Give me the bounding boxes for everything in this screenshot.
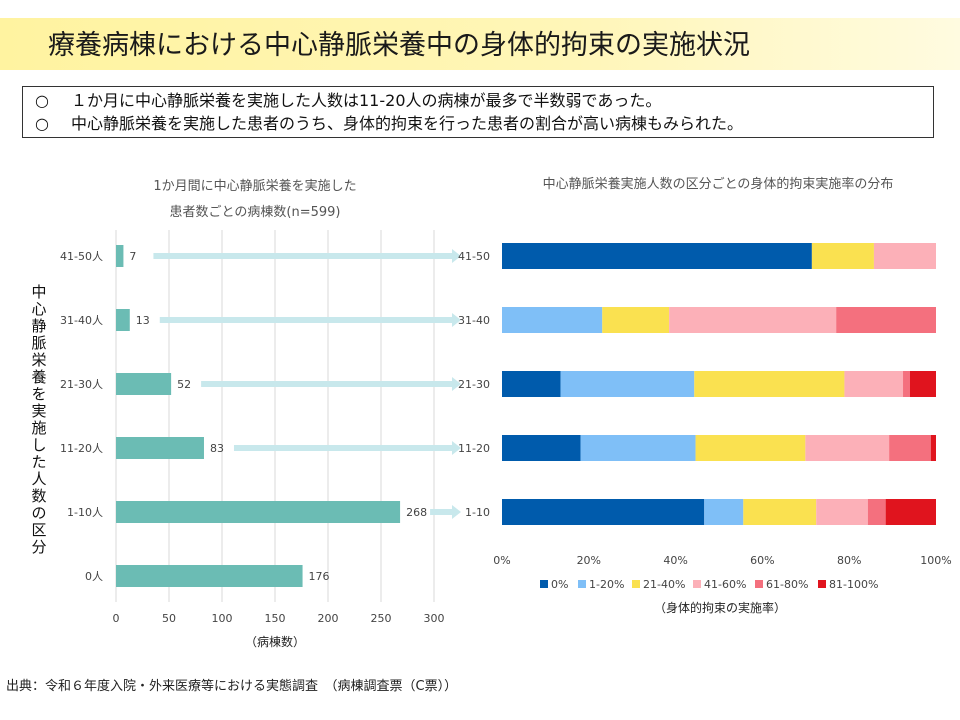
left-x-tick-0: 0 [113,612,120,625]
left-category-label-5: 1-10人 [67,506,103,519]
left-x-tick-6: 300 [424,612,445,625]
right-bar-2-seg-3 [602,307,670,333]
left-category-label-2: 31-40人 [60,314,103,327]
left-x-axis-label: （病棟数） [245,634,305,649]
left-x-tick-1: 50 [162,612,176,625]
left-bar-4 [116,437,204,459]
left-x-tick-5: 250 [371,612,392,625]
summary-text-1: １か月に中心静脈栄養を実施した人数は11-20人の病棟が最多で半数弱であった。 [71,91,662,110]
right-bar-2-seg-2 [502,307,603,333]
left-bar-value-3: 52 [177,378,191,391]
legend-swatch-2 [578,580,586,588]
connector-arrowhead-5 [452,505,461,519]
summary-line-2: ○ 中心静脈栄養を実施した患者のうち、身体的拘束を行った患者の割合が高い病棟もみら… [35,113,743,135]
right-bar-4-seg-2 [580,435,696,461]
right-x-axis-label: （身体的拘束の実施率） [654,600,786,615]
right-bar-3-seg-6 [909,371,936,397]
right-x-tick-1: 20% [577,554,601,567]
left-x-tick-2: 100 [212,612,233,625]
right-bar-3-seg-1 [502,371,561,397]
connector-arrowhead-1 [452,249,461,263]
y-axis-label: 中心静脈栄養を実施した人数の区分 [31,283,47,556]
connector-arrowhead-4 [452,441,461,455]
right-bar-4-seg-6 [930,435,936,461]
source-note: 出典：令和６年度入院・外来医療等における実態調査 （病棟調査票（C票）） [6,679,458,694]
left-bar-value-2: 13 [136,314,150,327]
right-x-tick-3: 60% [750,554,774,567]
legend-label-2: 1-20% [589,578,624,591]
legend-swatch-3 [632,580,640,588]
page-title: 療養病棟における中心静脈栄養中の身体的拘束の実施状況 [48,30,750,61]
right-bar-5-seg-6 [885,499,936,525]
summary-bullet-1: ○ [35,91,49,110]
right-bar-1-seg-4 [873,243,936,269]
right-bar-4-seg-4 [805,435,890,461]
left-bar-value-1: 7 [129,250,136,263]
left-x-tick-4: 200 [318,612,339,625]
right-x-tick-0: 0% [493,554,510,567]
connector-arrowhead-3 [452,377,461,391]
right-category-label-4: 11-20 [458,442,490,455]
title-band [0,18,960,70]
right-bar-1-seg-1 [502,243,812,269]
right-x-tick-5: 100% [920,554,951,567]
right-bar-4-seg-1 [502,435,581,461]
right-bar-5-seg-5 [867,499,886,525]
left-bar-2 [116,309,130,331]
summary-line-1: ○ １か月に中心静脈栄養を実施した人数は11-20人の病棟が最多で半数弱であった。 [35,90,661,112]
summary-box: ○ １か月に中心静脈栄養を実施した人数は11-20人の病棟が最多で半数弱であった。… [22,86,934,138]
summary-text-2: 中心静脈栄養を実施した患者のうち、身体的拘束を行った患者の割合が高い病棟もみられ… [71,114,744,133]
left-bar-5 [116,501,401,523]
legend-swatch-1 [540,580,548,588]
legend-swatch-5 [755,580,763,588]
right-category-label-5: 1-10 [465,506,490,519]
legend-label-4: 41-60% [704,578,746,591]
left-bar-3 [116,373,172,395]
legend-label-3: 21-40% [643,578,685,591]
right-bar-2-seg-5 [836,307,936,333]
right-bar-5-seg-4 [816,499,868,525]
right-bar-4-seg-3 [695,435,806,461]
connector-arrowhead-2 [452,313,461,327]
left-category-label-1: 41-50人 [60,250,103,263]
left-x-tick-3: 150 [265,612,286,625]
right-bar-3-seg-5 [903,371,910,397]
legend-swatch-6 [818,580,826,588]
left-bar-value-4: 83 [210,442,224,455]
left-chart-title-1: 1か月間に中心静脈栄養を実施した [153,178,356,194]
right-bar-1-seg-3 [811,243,874,269]
left-bar-1 [116,245,124,267]
legend-swatch-4 [693,580,701,588]
right-category-label-1: 41-50 [458,250,490,263]
right-bar-5-seg-2 [704,499,744,525]
left-bar-value-5: 268 [406,506,427,519]
right-bar-4-seg-5 [889,435,931,461]
right-bar-5-seg-3 [743,499,817,525]
legend-label-5: 61-80% [766,578,808,591]
right-bar-3-seg-4 [844,371,904,397]
right-bar-3-seg-3 [694,371,845,397]
left-category-label-4: 11-20人 [60,442,103,455]
right-x-tick-2: 40% [663,554,687,567]
left-chart-title-2: 患者数ごとの病棟数(n=599) [170,204,341,220]
legend-label-1: 0% [551,578,568,591]
right-bar-3-seg-2 [560,371,695,397]
right-category-label-3: 21-30 [458,378,490,391]
right-chart-title: 中心静脈栄養実施人数の区分ごとの身体的拘束実施率の分布 [543,176,894,192]
right-x-tick-4: 80% [837,554,861,567]
right-category-label-2: 31-40 [458,314,490,327]
right-bar-5-seg-1 [502,499,705,525]
summary-bullet-2: ○ [35,114,49,133]
right-bar-2-seg-4 [669,307,837,333]
left-category-label-6: 0人 [85,570,103,583]
left-bar-value-6: 176 [309,570,330,583]
legend-label-6: 81-100% [829,578,878,591]
left-bar-6 [116,565,303,587]
left-category-label-3: 21-30人 [60,378,103,391]
